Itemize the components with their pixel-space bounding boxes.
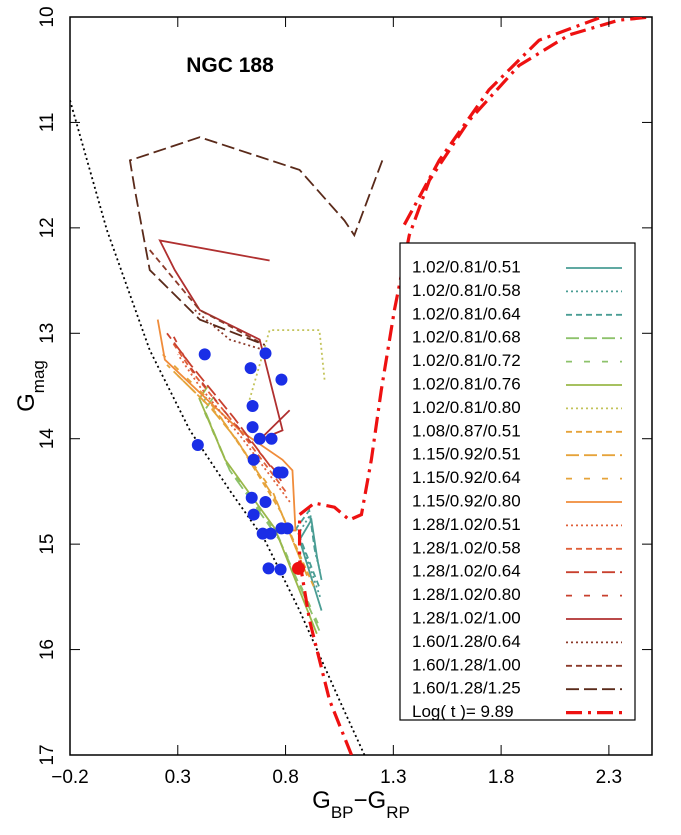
legend-label: 1.02/0.81/0.51 bbox=[412, 257, 521, 276]
track bbox=[194, 309, 265, 352]
axis-label-part: G bbox=[312, 787, 331, 814]
star bbox=[247, 508, 260, 521]
legend-label: 1.02/0.81/0.72 bbox=[412, 351, 521, 370]
legend-label: 1.28/1.02/0.64 bbox=[412, 562, 521, 581]
y-axis-label: Gmag bbox=[13, 360, 48, 412]
y-tick-label: 16 bbox=[37, 639, 58, 660]
star bbox=[253, 432, 266, 445]
legend-label: 1.08/0.87/0.51 bbox=[412, 421, 521, 440]
axis-label-part: mag bbox=[29, 360, 48, 393]
star bbox=[246, 421, 259, 434]
legend-label: 1.15/0.92/0.51 bbox=[412, 445, 521, 464]
track bbox=[158, 239, 291, 441]
plot-area bbox=[70, 17, 651, 755]
star bbox=[247, 453, 260, 466]
x-tick-label: 2.3 bbox=[596, 767, 622, 788]
star bbox=[264, 527, 277, 540]
track bbox=[156, 319, 297, 532]
legend-label: 1.02/0.81/0.80 bbox=[412, 398, 521, 417]
track bbox=[149, 249, 266, 346]
y-tick-label: 15 bbox=[37, 534, 58, 555]
isochrone bbox=[402, 17, 600, 226]
axis-label-part: G bbox=[13, 393, 40, 412]
axis-label-part: BP bbox=[331, 803, 354, 822]
legend-label: 1.60/1.28/1.25 bbox=[412, 679, 521, 698]
track bbox=[248, 329, 326, 400]
axis-label-part: G bbox=[368, 787, 387, 814]
y-tick-label: 17 bbox=[37, 744, 58, 765]
track bbox=[177, 353, 291, 503]
legend-label: 1.02/0.81/0.64 bbox=[412, 304, 521, 323]
legend-label: 1.15/0.92/0.64 bbox=[412, 468, 521, 487]
track bbox=[128, 136, 384, 346]
axis-label-part: RP bbox=[386, 803, 410, 822]
legend-label: 1.02/0.81/0.76 bbox=[412, 374, 521, 393]
legend-label: 1.15/0.92/0.80 bbox=[412, 491, 521, 510]
y-tick-label: 10 bbox=[37, 6, 58, 27]
legend-label: 1.02/0.81/0.58 bbox=[412, 281, 521, 300]
star bbox=[275, 373, 288, 386]
y-tick-label: 12 bbox=[37, 217, 58, 238]
x-tick-label: 0.3 bbox=[165, 767, 191, 788]
star bbox=[244, 362, 257, 375]
y-tick-label: 11 bbox=[37, 113, 58, 133]
legend-label: 1.28/1.02/0.58 bbox=[412, 538, 521, 557]
legend-label: 1.60/1.28/1.00 bbox=[412, 655, 521, 674]
legend-label: 1.28/1.02/0.80 bbox=[412, 585, 521, 604]
y-tick-label: 13 bbox=[37, 323, 58, 344]
x-tick-label: −0.2 bbox=[51, 767, 89, 788]
star bbox=[281, 522, 294, 535]
track bbox=[166, 364, 308, 577]
star bbox=[262, 562, 275, 575]
track bbox=[172, 343, 287, 492]
chart-title: NGC 188 bbox=[186, 54, 274, 77]
star bbox=[265, 432, 278, 445]
star bbox=[198, 348, 211, 361]
star bbox=[246, 400, 259, 413]
track bbox=[166, 332, 282, 482]
x-tick-label: 1.3 bbox=[380, 767, 406, 788]
star bbox=[276, 466, 289, 479]
legend-label: Log( t )= 9.89 bbox=[412, 702, 514, 721]
y-tick-label: 14 bbox=[37, 428, 58, 450]
legend-label: 1.28/1.02/1.00 bbox=[412, 608, 521, 627]
star bbox=[245, 491, 258, 504]
x-tick-label: 0.8 bbox=[272, 767, 298, 788]
legend-label: 1.02/0.81/0.68 bbox=[412, 328, 521, 347]
axis-label-part: − bbox=[354, 787, 368, 814]
highlight-star bbox=[291, 561, 305, 575]
legend-label: 1.28/1.02/0.51 bbox=[412, 515, 521, 534]
isochrone bbox=[297, 17, 651, 755]
legend-box bbox=[399, 242, 636, 721]
legend-label: 1.60/1.28/0.64 bbox=[412, 632, 521, 651]
track bbox=[295, 508, 320, 587]
star bbox=[259, 495, 272, 508]
star bbox=[191, 439, 204, 452]
track bbox=[168, 327, 276, 471]
plot-frame bbox=[69, 16, 653, 756]
star bbox=[259, 347, 272, 360]
x-axis-label: GBP−GRP bbox=[312, 787, 410, 822]
star bbox=[274, 563, 287, 576]
x-tick-label: 1.8 bbox=[488, 767, 514, 788]
